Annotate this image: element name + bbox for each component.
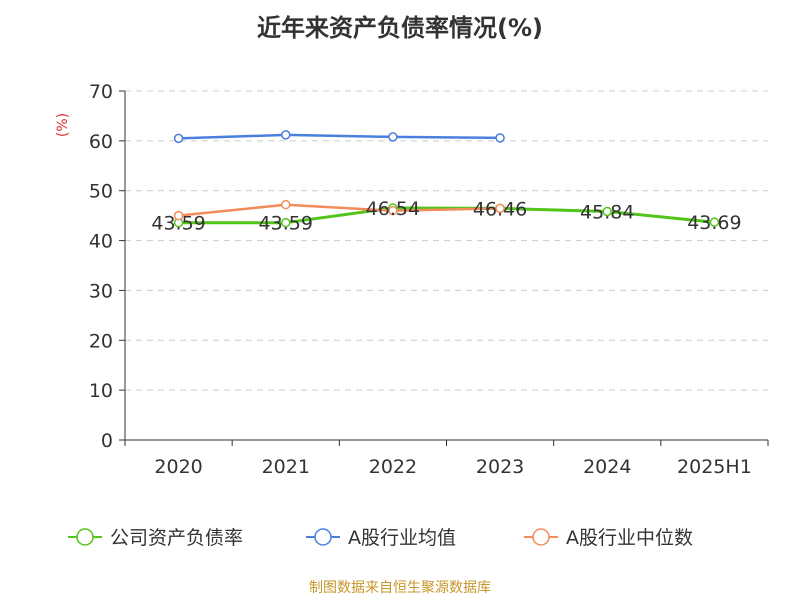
series-point-1 <box>281 130 291 140</box>
series-point-1 <box>495 133 505 143</box>
source-note: 制图数据来自恒生聚源数据库 <box>309 580 491 596</box>
series-point-2 <box>388 205 398 216</box>
x-tick-label: 2023 <box>476 456 524 478</box>
y-tick-label: 20 <box>89 330 113 352</box>
series-point-2 <box>495 203 505 214</box>
x-tick-label: 2020 <box>154 456 202 478</box>
legend-marker-0 <box>76 528 94 546</box>
series-line-2 <box>178 203 501 217</box>
y-tick-label: 30 <box>89 280 113 302</box>
chart-title: 近年来资产负债率情况(%) <box>257 14 543 42</box>
legend-marker-1 <box>314 528 332 546</box>
legend: 公司资产负债率 A股行业均值 A股行业中位数 <box>68 527 693 549</box>
data-label: 43.59 <box>151 213 205 235</box>
x-tick-label: 2025H1 <box>677 456 752 478</box>
series-point-2 <box>173 210 184 221</box>
legend-marker-2 <box>532 528 550 546</box>
gridlines <box>125 90 768 391</box>
x-tick-label: 2022 <box>369 456 417 478</box>
data-label: 46.46 <box>473 198 527 220</box>
series-point-0 <box>281 217 291 228</box>
legend-label-2: A股行业中位数 <box>566 527 693 549</box>
series-point-1 <box>388 132 398 142</box>
data-label: 43.59 <box>259 213 313 235</box>
y-tick-label: 70 <box>89 81 113 103</box>
series-layer <box>173 130 720 228</box>
y-tick-label: 10 <box>89 380 113 402</box>
x-tick-label: 2024 <box>583 456 631 478</box>
series-point-0 <box>602 206 612 217</box>
series-point-1 <box>173 133 184 144</box>
data-label: 43.69 <box>687 212 741 234</box>
series-line-0 <box>178 206 715 225</box>
legend-label-0: 公司资产负债率 <box>110 527 243 549</box>
axes: 0 10 20 30 40 50 60 70 2020 2021 2022 2023 2024 2025H… <box>89 81 769 478</box>
y-tick-label: 50 <box>89 181 113 203</box>
legend-label-1: A股行业均值 <box>348 527 456 549</box>
series-line-1 <box>178 133 501 140</box>
series-point-2 <box>281 199 291 210</box>
data-label: 46.54 <box>366 198 420 220</box>
x-tick-label: 2021 <box>262 456 310 478</box>
y-tick-label: 0 <box>101 430 113 452</box>
y-tick-label: 40 <box>89 231 113 253</box>
data-labels: 43.59 43.59 46.54 46.46 45.84 43.69 <box>151 198 741 235</box>
series-point-0 <box>709 217 720 227</box>
y-tick-label: 60 <box>89 131 113 153</box>
data-label: 45.84 <box>580 201 634 223</box>
y-axis-label: (%) <box>55 113 71 137</box>
